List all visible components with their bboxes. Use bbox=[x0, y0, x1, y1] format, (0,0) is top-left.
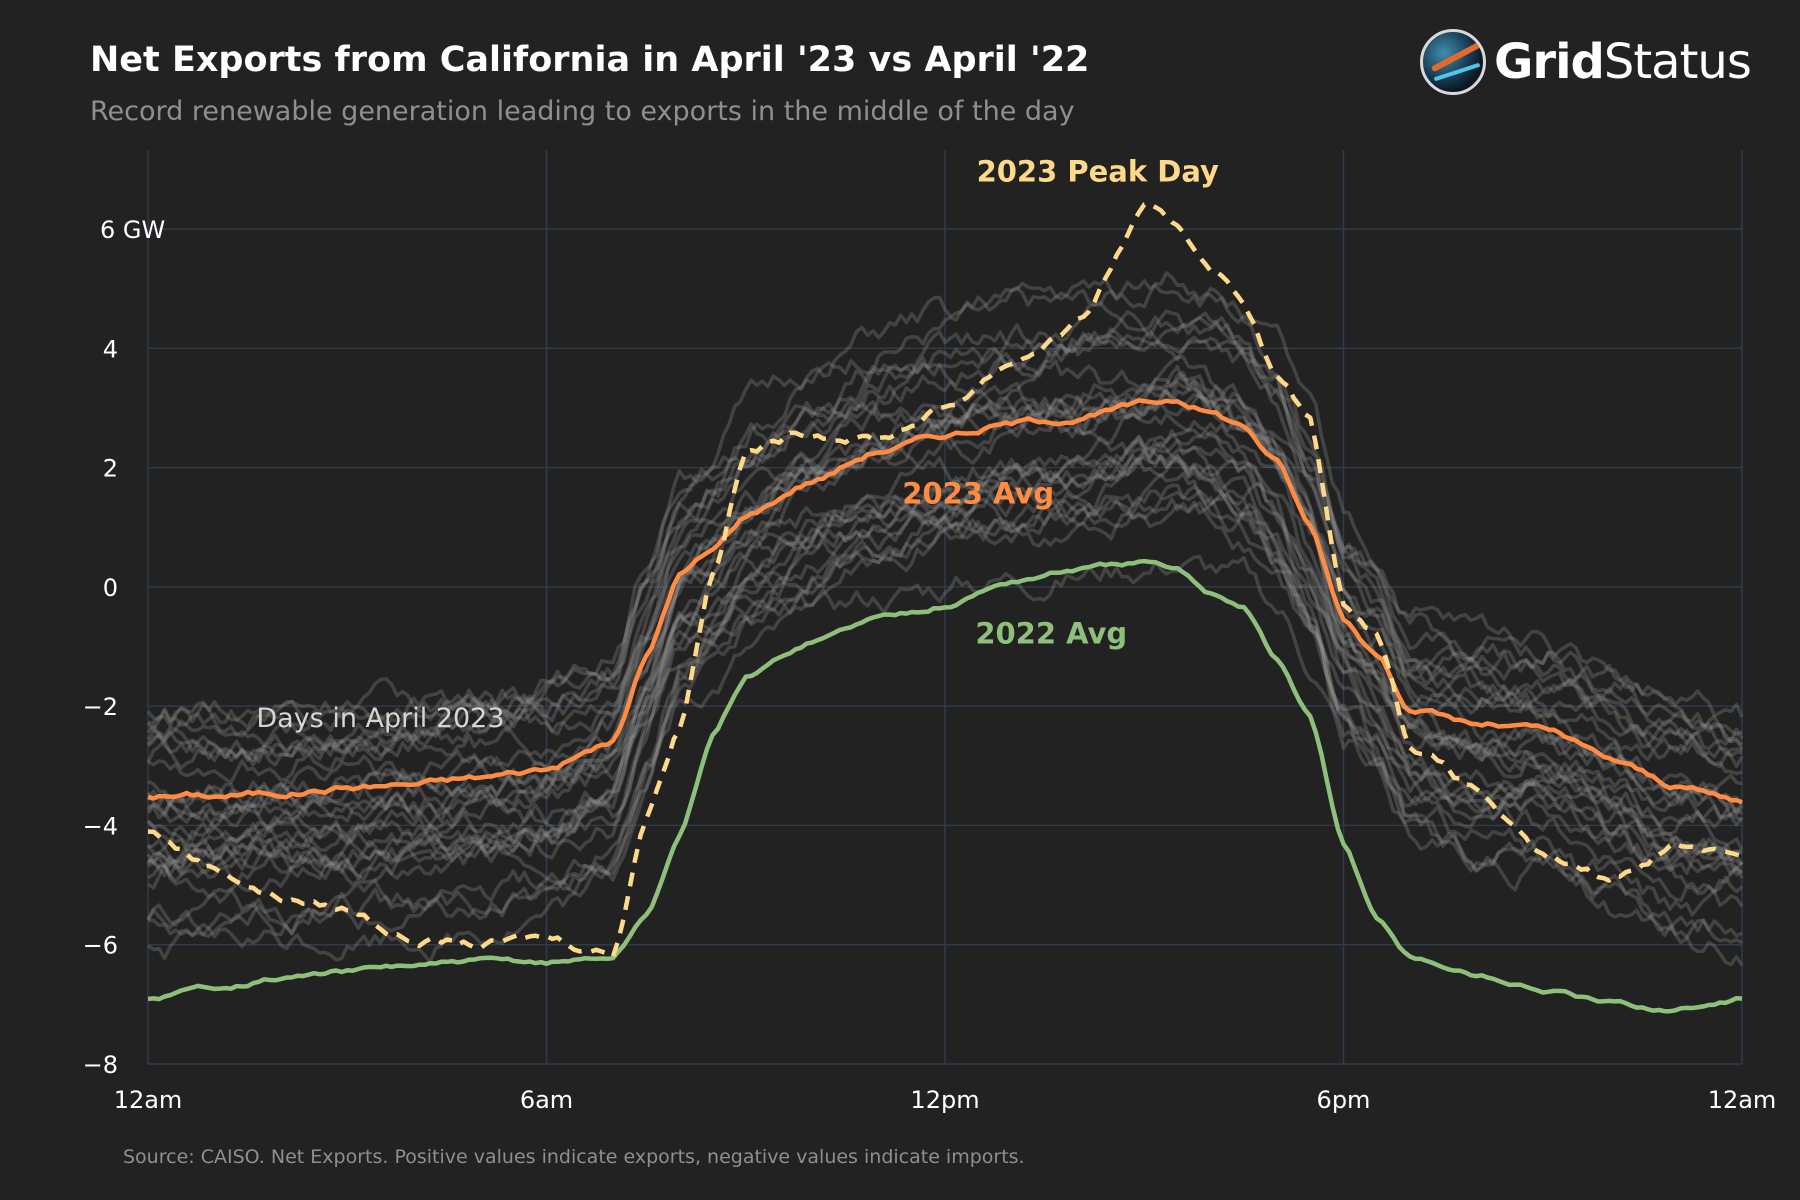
day-line bbox=[147, 390, 1743, 785]
annotations: 2023 Peak Day 2023 Avg 2022 Avg Days in Apr… bbox=[256, 154, 1219, 734]
x-tick-label: 12pm bbox=[910, 1086, 979, 1114]
day-line bbox=[146, 453, 1744, 830]
y-tick-label: 6 GW bbox=[100, 216, 165, 244]
day-line bbox=[147, 554, 1744, 904]
day-line bbox=[147, 445, 1744, 967]
day-line bbox=[147, 365, 1743, 876]
logo-text: GridStatus bbox=[1494, 34, 1752, 90]
day-line bbox=[147, 445, 1743, 880]
annotation-2022-avg: 2022 Avg bbox=[975, 617, 1127, 651]
day-line bbox=[147, 483, 1744, 878]
annotation-2023-avg: 2023 Avg bbox=[902, 476, 1054, 510]
x-tick-label: 12am bbox=[1708, 1086, 1777, 1114]
source-note: Source: CAISO. Net Exports. Positive val… bbox=[123, 1146, 1025, 1168]
x-tick-label: 6pm bbox=[1317, 1086, 1371, 1114]
y-tick-label: 4 bbox=[103, 335, 118, 363]
page-subtitle: Record renewable generation leading to e… bbox=[90, 96, 1075, 127]
x-tick-label: 12am bbox=[114, 1086, 183, 1114]
gridstatus-logo: GridStatus bbox=[1420, 26, 1752, 98]
day-line bbox=[146, 333, 1743, 758]
y-tick-label: −6 bbox=[83, 932, 118, 960]
day-line bbox=[146, 381, 1744, 772]
day-line bbox=[146, 359, 1744, 767]
day-line bbox=[146, 370, 1744, 828]
y-tick-label: −2 bbox=[83, 693, 118, 721]
y-tick-label: 0 bbox=[103, 574, 118, 602]
day-line bbox=[146, 441, 1743, 846]
lightning-globe-icon bbox=[1420, 29, 1486, 95]
day-line bbox=[146, 327, 1744, 744]
day-line bbox=[147, 471, 1744, 894]
y-tick-label: 2 bbox=[103, 455, 118, 483]
y-tick-label: −4 bbox=[83, 812, 118, 840]
series-lines bbox=[147, 201, 1743, 1014]
day-line bbox=[147, 454, 1744, 822]
x-tick-label: 6am bbox=[520, 1086, 573, 1114]
day-line bbox=[146, 271, 1743, 769]
annotation-days-in-april-2023: Days in April 2023 bbox=[256, 703, 504, 734]
annotation-2023-peak-day: 2023 Peak Day bbox=[977, 154, 1219, 188]
day-line bbox=[147, 311, 1743, 748]
page-title: Net Exports from California in April '23… bbox=[90, 40, 1090, 80]
y-tick-label: −8 bbox=[83, 1051, 118, 1079]
day-line bbox=[146, 497, 1744, 936]
day-line bbox=[147, 484, 1743, 945]
2023-avg-line bbox=[147, 398, 1743, 805]
logo-text-bold: Grid bbox=[1494, 34, 1605, 90]
logo-text-light: Status bbox=[1603, 34, 1752, 90]
day-line bbox=[146, 391, 1743, 855]
day-line bbox=[146, 429, 1743, 875]
axis-ticks: −8 −6 −4 −2 0 2 4 6 GW 12am 6am 12pm 6pm 12am bbox=[83, 216, 1777, 1114]
day-line bbox=[146, 310, 1744, 822]
day-line bbox=[146, 373, 1744, 770]
2022-avg-line bbox=[147, 558, 1743, 1014]
grid-lines bbox=[147, 150, 1743, 1065]
day-line bbox=[146, 277, 1744, 728]
day-line bbox=[146, 438, 1743, 945]
2023-peak-day-line bbox=[147, 201, 1743, 960]
day-line bbox=[147, 427, 1744, 881]
